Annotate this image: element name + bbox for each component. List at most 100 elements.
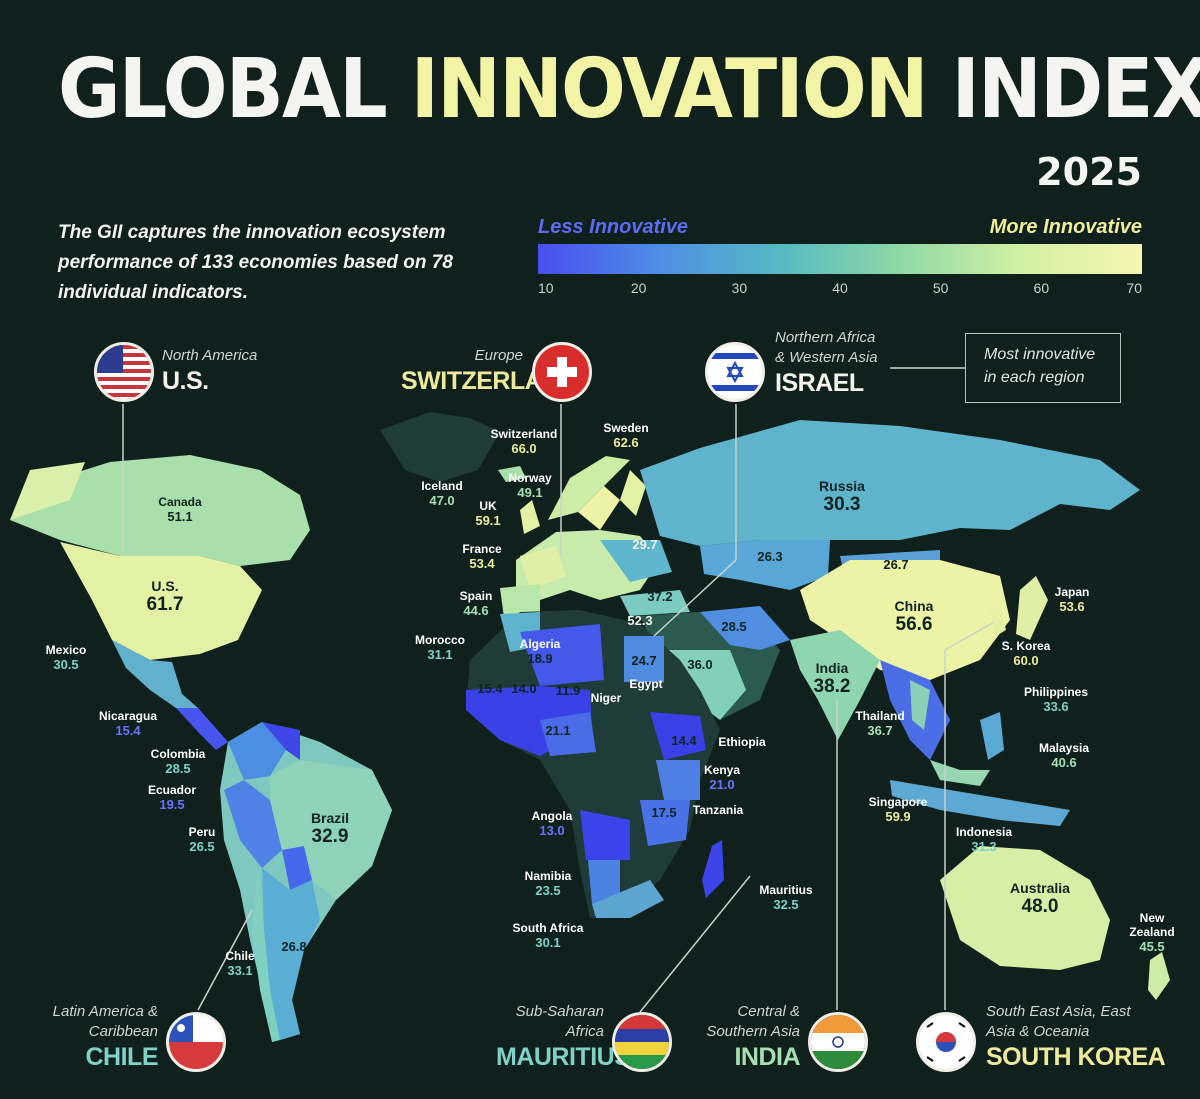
sweden-shape bbox=[578, 486, 620, 530]
region-callout-north-america: North America U.S. bbox=[162, 346, 257, 396]
score-label-nigeria: 21.1 bbox=[545, 723, 571, 738]
region-name: Europe bbox=[474, 347, 523, 364]
score-label-tanzania-score: 17.5 bbox=[651, 805, 677, 820]
mauritius-connector bbox=[639, 875, 751, 1013]
malaysia-shape bbox=[930, 760, 990, 786]
note-box: Most innovative in each region bbox=[965, 333, 1121, 403]
score-label-mexico: Mexico 30.5 bbox=[45, 643, 87, 672]
subtitle: The GII captures the innovation ecosyste… bbox=[58, 222, 453, 303]
score-label-uk: UK 59.1 bbox=[475, 499, 501, 528]
score-label-tanzania: Tanzania bbox=[692, 803, 744, 817]
spain-shape bbox=[500, 584, 540, 618]
region-name: Sub-Saharan Africa bbox=[515, 1003, 604, 1040]
region-country: ISRAEL bbox=[775, 369, 864, 397]
madagascar-shape bbox=[702, 840, 724, 898]
score-label-ecuador: Ecuador 19.5 bbox=[147, 783, 197, 812]
score-label-canada: Canada 51.1 bbox=[158, 495, 202, 524]
title-part-2: INNOVATION bbox=[410, 42, 929, 137]
score-label-brazil: Brazil 32.9 bbox=[310, 810, 350, 848]
region-country: MAURITIUS bbox=[496, 1043, 631, 1071]
australia-shape bbox=[940, 846, 1110, 970]
argentina-shape bbox=[262, 868, 320, 1040]
score-label-egypt: Egypt bbox=[629, 677, 663, 691]
legend-low-label: Less Innovative bbox=[538, 216, 689, 238]
score-label-kazakhstan: 26.3 bbox=[757, 549, 783, 564]
score-label-mauritania: 15.4 bbox=[477, 681, 503, 696]
chile-flag-icon bbox=[166, 1012, 226, 1072]
region-callout-northern-africa: Northern Africa & Western Asia ISRAEL bbox=[775, 328, 885, 398]
score-label-india: India 38.2 bbox=[813, 660, 851, 698]
score-label-saudi-arabia: 36.0 bbox=[687, 657, 713, 672]
bolivia-shape bbox=[282, 846, 312, 890]
score-label-ethiopia-score: 14.4 bbox=[671, 733, 697, 748]
algeria-shape bbox=[520, 624, 604, 686]
chile-connector bbox=[197, 909, 253, 1011]
region-callout-latin-america: Latin America & Caribbean CHILE bbox=[40, 1002, 159, 1072]
score-label-thailand: Thailand 36.7 bbox=[855, 709, 905, 738]
score-label-us: U.S. 61.7 bbox=[146, 578, 184, 616]
score-label-morocco: Morocco 31.1 bbox=[414, 633, 466, 662]
mauritius-flag-icon bbox=[612, 1012, 672, 1072]
score-label-france: France 53.4 bbox=[462, 542, 502, 571]
score-label-spain: Spain 44.6 bbox=[459, 589, 493, 618]
score-label-chile: Chile 33.1 bbox=[225, 949, 255, 978]
greenland-shape bbox=[380, 412, 500, 482]
title-year: 2025 bbox=[1036, 150, 1142, 194]
score-label-peru: Peru 26.5 bbox=[188, 825, 216, 854]
thailand-shape bbox=[910, 680, 930, 730]
angola-shape bbox=[580, 810, 630, 860]
russia-shape bbox=[640, 420, 1140, 546]
chile-shape bbox=[252, 870, 280, 1042]
legend-tick: 60 bbox=[1033, 280, 1050, 296]
venezuela-shape bbox=[262, 722, 300, 760]
score-label-mongolia: 26.7 bbox=[883, 557, 909, 572]
score-label-norway: Norway 49.1 bbox=[508, 471, 552, 500]
score-label-philippines: Philippines 33.6 bbox=[1023, 685, 1089, 714]
legend-tick: 40 bbox=[832, 280, 848, 296]
score-label-kenya: Kenya 21.0 bbox=[703, 763, 741, 792]
page-title: GLOBAL INNOVATION INDEX bbox=[58, 42, 1200, 137]
title-part-1: GLOBAL bbox=[58, 42, 388, 137]
brazil-shape bbox=[270, 760, 392, 900]
region-country: CHILE bbox=[85, 1043, 159, 1071]
new-zealand-shape bbox=[1148, 952, 1170, 1000]
eastern-europe-shape bbox=[600, 540, 672, 582]
score-label-colombia: Colombia 28.5 bbox=[150, 747, 206, 776]
region-country: INDIA bbox=[734, 1043, 800, 1071]
kenya-shape bbox=[656, 760, 700, 800]
korea-shape bbox=[990, 606, 1006, 636]
legend-tick: 30 bbox=[731, 280, 748, 296]
region-name: Latin America & Caribbean bbox=[52, 1003, 158, 1040]
region-callout-central-southern-asia: Central & Southern Asia INDIA bbox=[700, 1002, 800, 1072]
score-label-iran: 28.5 bbox=[721, 619, 747, 634]
legend-color-bar bbox=[538, 244, 1142, 274]
turkey-shape bbox=[620, 590, 690, 616]
us-flag-icon bbox=[94, 342, 154, 402]
usa-shape bbox=[60, 542, 262, 660]
score-label-mali: 14.0 bbox=[511, 681, 537, 696]
score-label-south-africa: South Africa 30.1 bbox=[512, 921, 584, 950]
score-label-indonesia: Indonesia 31.3 bbox=[955, 825, 1013, 854]
egypt-shape bbox=[624, 636, 664, 682]
tanzania-shape bbox=[640, 800, 690, 846]
indonesia-shape bbox=[890, 780, 1070, 826]
score-label-ukraine: 29.7 bbox=[632, 537, 658, 552]
region-name: Central & Southern Asia bbox=[706, 1003, 800, 1040]
score-label-iceland: Iceland 47.0 bbox=[421, 479, 463, 508]
score-label-israel: 52.3 bbox=[627, 613, 653, 628]
colombia-shape bbox=[228, 722, 286, 780]
israel-connector-tail bbox=[653, 559, 737, 637]
canada-shape bbox=[10, 455, 310, 566]
region-callout-east-asia-oceania: South East Asia, East Asia & Oceania SOU… bbox=[986, 1002, 1166, 1072]
norway-shape bbox=[548, 456, 630, 520]
score-label-ethiopia: Ethiopia bbox=[718, 735, 766, 749]
central-america-shape bbox=[176, 708, 228, 750]
kazakhstan-shape bbox=[700, 540, 830, 590]
score-label-mauritius: Mauritius 32.5 bbox=[759, 883, 813, 912]
score-label-algeria: Algeria 18.9 bbox=[519, 637, 561, 666]
legend-tick: 20 bbox=[630, 280, 647, 296]
mexico-shape bbox=[112, 640, 198, 708]
israel-flag-icon bbox=[705, 342, 765, 402]
